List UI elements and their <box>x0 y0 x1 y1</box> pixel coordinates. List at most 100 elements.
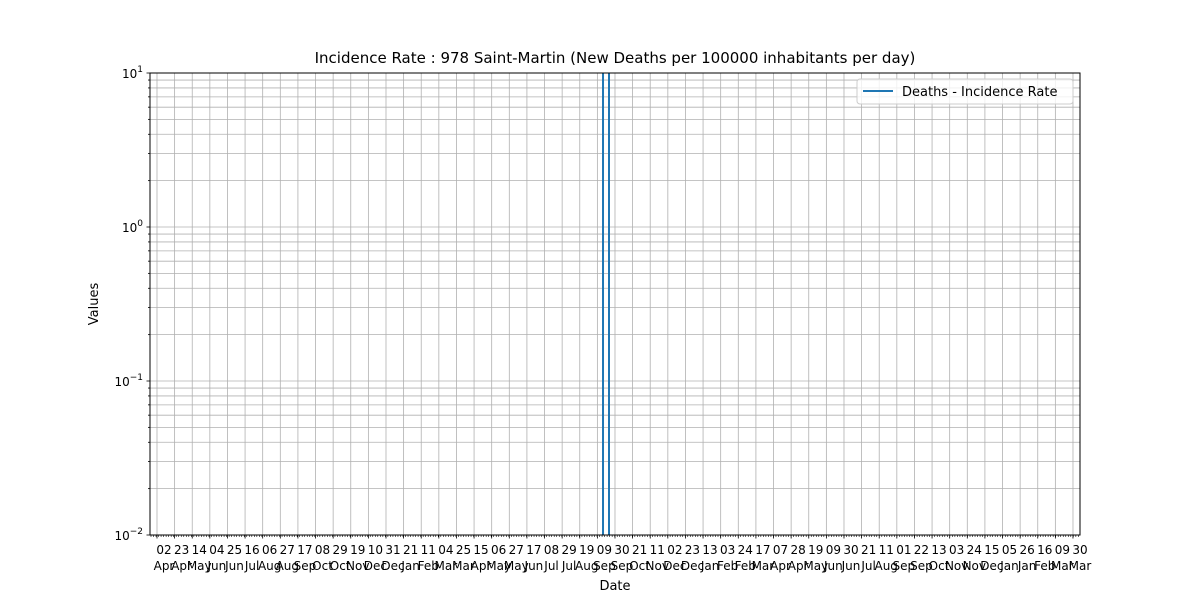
x-tick-label-month: Sep <box>593 559 616 573</box>
x-tick-label-day: 04 <box>209 543 224 557</box>
x-tick-label-month: Jan <box>999 559 1019 573</box>
x-tick-label-day: 06 <box>262 543 277 557</box>
axis-ticks: 10−210−110010102Apr23Apr14May04Jun25Jun1… <box>114 65 1091 573</box>
legend-box <box>856 78 1074 105</box>
x-tick-label-day: 04 <box>438 543 453 557</box>
x-tick-label-day: 30 <box>614 543 629 557</box>
x-tick-label-month: Jul <box>860 559 875 573</box>
x-tick-label-day: 24 <box>738 543 753 557</box>
x-tick-label-day: 15 <box>984 543 999 557</box>
x-tick-label-day: 24 <box>967 543 982 557</box>
x-tick-label-month: Dec <box>381 559 404 573</box>
x-tick-label-day: 30 <box>1072 543 1087 557</box>
x-tick-label-month: Nov <box>346 559 369 573</box>
y-axis-label: Values <box>87 283 102 326</box>
x-tick-label-day: 10 <box>368 543 383 557</box>
x-tick-label-day: 23 <box>685 543 700 557</box>
x-tick-label-month: Dec <box>364 559 387 573</box>
legend: Deaths - Incidence Rate <box>856 78 1074 105</box>
x-tick-label-day: 27 <box>280 543 295 557</box>
x-tick-label-month: Nov <box>945 559 968 573</box>
x-tick-label-month: Sep <box>893 559 916 573</box>
x-tick-label-month: Sep <box>910 559 933 573</box>
x-tick-label-day: 11 <box>879 543 894 557</box>
x-tick-label-day: 27 <box>509 543 524 557</box>
x-tick-label-month: Nov <box>646 559 669 573</box>
x-tick-label-month: Jul <box>543 559 558 573</box>
x-tick-label-day: 02 <box>667 543 682 557</box>
x-tick-label-day: 14 <box>192 543 207 557</box>
grid-lines <box>150 73 1080 536</box>
x-tick-label-month: Oct <box>312 559 333 573</box>
x-tick-label-day: 26 <box>1019 543 1034 557</box>
y-tick-label: 100 <box>122 219 143 235</box>
x-tick-label-day: 13 <box>931 543 946 557</box>
x-tick-label-month: Jan <box>700 559 720 573</box>
x-tick-label-month: Jun <box>841 559 861 573</box>
x-tick-label-day: 16 <box>244 543 259 557</box>
x-tick-label-day: 19 <box>350 543 365 557</box>
x-tick-label-month: Apr <box>788 559 809 573</box>
x-tick-label-day: 21 <box>861 543 876 557</box>
x-tick-label-day: 19 <box>808 543 823 557</box>
x-tick-label-day: 09 <box>826 543 841 557</box>
x-tick-label-month: Aug <box>575 559 598 573</box>
x-tick-label-month: Sep <box>294 559 317 573</box>
x-tick-label-month: Apr <box>471 559 492 573</box>
x-tick-label-month: Apr <box>171 559 192 573</box>
x-tick-label-day: 31 <box>385 543 400 557</box>
x-tick-label-day: 13 <box>702 543 717 557</box>
x-tick-label-month: May <box>803 559 828 573</box>
x-tick-label-day: 09 <box>1055 543 1070 557</box>
x-tick-label-day: 17 <box>755 543 770 557</box>
x-tick-label-day: 21 <box>632 543 647 557</box>
x-tick-label-day: 05 <box>1002 543 1017 557</box>
legend-entry-deaths: Deaths - Incidence Rate <box>902 85 1057 100</box>
x-tick-label-month: Jun <box>206 559 226 573</box>
chart-title: Incidence Rate : 978 Saint-Martin (New D… <box>315 49 916 67</box>
x-tick-label-day: 19 <box>579 543 594 557</box>
x-tick-label-month: Mar <box>1069 559 1092 573</box>
x-tick-label-month: Feb <box>717 559 738 573</box>
x-tick-label-month: Mar <box>1051 559 1074 573</box>
series-lines <box>602 73 611 535</box>
x-tick-label-day: 11 <box>421 543 436 557</box>
x-tick-label-month: Aug <box>874 559 897 573</box>
x-tick-label-day: 29 <box>333 543 348 557</box>
x-tick-label-month: May <box>187 559 212 573</box>
x-axis-label: Date <box>599 579 630 594</box>
x-tick-label-month: Apr <box>770 559 791 573</box>
x-tick-label-month: May <box>504 559 529 573</box>
x-tick-label-day: 08 <box>544 543 559 557</box>
y-tick-label: 101 <box>122 65 143 81</box>
x-tick-label-month: Oct <box>629 559 650 573</box>
x-tick-label-month: Jun <box>524 559 544 573</box>
x-tick-label-month: Feb <box>735 559 756 573</box>
x-tick-label-day: 03 <box>949 543 964 557</box>
x-tick-label-day: 17 <box>526 543 541 557</box>
x-tick-label-day: 28 <box>790 543 805 557</box>
x-tick-label-month: Dec <box>681 559 704 573</box>
x-tick-label-month: May <box>486 559 511 573</box>
x-tick-label-day: 22 <box>914 543 929 557</box>
x-tick-label-day: 16 <box>1037 543 1052 557</box>
x-tick-label-month: Jul <box>561 559 576 573</box>
x-tick-label-day: 30 <box>843 543 858 557</box>
x-tick-label-day: 07 <box>773 543 788 557</box>
x-tick-label-month: Mar <box>435 559 458 573</box>
x-tick-label-day: 09 <box>597 543 612 557</box>
x-tick-label-month: Feb <box>418 559 439 573</box>
x-tick-label-month: Aug <box>258 559 281 573</box>
x-tick-label-day: 01 <box>896 543 911 557</box>
x-tick-label-month: Dec <box>663 559 686 573</box>
x-tick-label-day: 29 <box>562 543 577 557</box>
x-tick-label-month: Apr <box>154 559 175 573</box>
x-tick-label-month: Feb <box>1034 559 1055 573</box>
x-tick-label-month: Mar <box>752 559 775 573</box>
x-tick-label-month: Dec <box>980 559 1003 573</box>
x-tick-label-month: Jan <box>1017 559 1037 573</box>
x-tick-label-month: Aug <box>276 559 299 573</box>
x-tick-label-month: Mar <box>452 559 475 573</box>
